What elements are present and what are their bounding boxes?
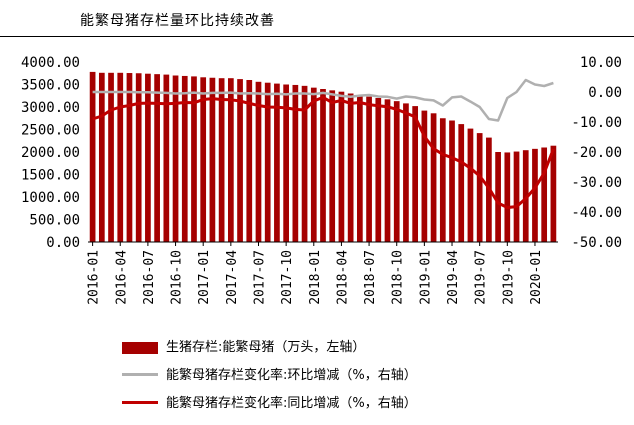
bar: [274, 83, 280, 242]
bar: [135, 73, 142, 242]
bar: [476, 133, 483, 242]
legend-swatch-red-line: [122, 401, 158, 404]
bar: [163, 74, 170, 242]
x-tick-label: 2019-04: [446, 250, 461, 305]
bar: [384, 99, 391, 242]
bar: [513, 151, 520, 242]
x-tick-label: 2019-07: [474, 250, 489, 305]
bar: [357, 95, 363, 242]
right-tick-label: -10.00: [571, 115, 622, 131]
x-tick-label: 2017-01: [197, 250, 212, 305]
legend-label-mom: 能繁母猪存栏变化率:环比增减（%，右轴）: [166, 368, 417, 383]
bar: [181, 75, 188, 242]
bar: [218, 78, 225, 242]
bar: [449, 120, 455, 242]
bar: [246, 80, 253, 242]
x-tick-label: 2019-01: [418, 250, 433, 305]
x-tick-label: 2018-07: [363, 250, 378, 305]
bar: [430, 113, 437, 242]
x-tick-label: 2017-04: [225, 250, 240, 305]
bar: [532, 148, 538, 242]
bar: [320, 89, 326, 242]
bar: [310, 87, 317, 243]
bar: [227, 78, 234, 242]
bar: [292, 84, 299, 242]
left-tick-label: 0.00: [46, 235, 80, 251]
left-tick-label: 1500.00: [21, 168, 80, 184]
right-tick-label: -50.00: [571, 235, 622, 251]
left-tick-label: 500.00: [29, 213, 80, 229]
legend-swatch-gray-line: [122, 373, 158, 376]
x-tick-label: 2016-10: [170, 250, 185, 305]
bar: [412, 106, 419, 242]
bar: [117, 72, 124, 242]
bar: [264, 82, 271, 242]
bar: [329, 90, 336, 242]
bar: [255, 81, 262, 242]
x-tick-label: 2018-01: [308, 250, 323, 305]
bar: [301, 85, 308, 242]
bar: [145, 73, 151, 242]
bar: [366, 96, 372, 243]
bar: [172, 75, 179, 242]
bar: [458, 124, 465, 242]
yoy-series-line: [92, 95, 555, 209]
x-tick-label: 2016-07: [142, 250, 157, 305]
bar: [347, 93, 354, 242]
bar: [403, 103, 409, 243]
bar: [439, 118, 446, 242]
x-tick-label: 2018-04: [335, 250, 350, 305]
bar: [154, 74, 160, 243]
bar: [283, 84, 289, 242]
chart-title: 能繁母猪存栏量环比持续改善: [80, 13, 275, 29]
axes: 0.00 500.00 1000.00 1500.00 2000.00 2500.00 30…: [21, 55, 622, 305]
line-series: [92, 78, 555, 209]
x-tick-label: 2016-04: [114, 250, 129, 305]
right-tick-label: -40.00: [571, 205, 622, 221]
x-tick-label: 2016-01: [87, 250, 102, 305]
bar: [522, 150, 529, 242]
title-divider: [0, 36, 634, 37]
bar: [98, 72, 105, 242]
x-tick-label: 2017-07: [252, 250, 267, 305]
bar: [191, 76, 197, 243]
right-tick-label: 0.00: [588, 85, 622, 101]
bar: [504, 152, 511, 242]
right-tick-label: 10.00: [580, 55, 622, 71]
bar: [338, 91, 345, 242]
bar: [495, 152, 501, 242]
mom-series-line: [92, 78, 554, 122]
bar-series: [89, 71, 557, 243]
x-tick-label: 2019-10: [501, 250, 516, 305]
legend-label-stock: 生猪存栏:能繁母猪（万头，左轴）: [166, 340, 366, 355]
bar: [550, 145, 557, 242]
bar: [209, 77, 216, 242]
bar: [108, 72, 114, 242]
legend-label-yoy: 能繁母猪存栏变化率:同比增减（%，右轴）: [166, 396, 417, 411]
left-tick-label: 2500.00: [21, 123, 80, 139]
bar: [375, 98, 382, 242]
bar: [237, 79, 243, 242]
x-tick-label: 2017-10: [280, 250, 295, 305]
left-tick-label: 1000.00: [21, 190, 80, 206]
right-tick-label: -20.00: [571, 145, 622, 161]
bar: [89, 71, 96, 243]
left-tick-label: 3500.00: [21, 78, 80, 94]
left-tick-label: 4000.00: [21, 55, 80, 71]
left-tick-label: 2000.00: [21, 145, 80, 161]
bar: [421, 110, 428, 242]
bar: [200, 77, 207, 242]
bar: [467, 128, 474, 242]
left-tick-label: 3000.00: [21, 100, 80, 116]
bar: [126, 73, 133, 242]
bar: [393, 101, 400, 243]
bar: [541, 147, 548, 242]
legend-swatch-bar: [122, 342, 158, 354]
right-tick-label: -30.00: [571, 175, 622, 191]
x-tick-label: 2020-01: [529, 250, 544, 305]
x-tick-label: 2018-10: [391, 250, 406, 305]
